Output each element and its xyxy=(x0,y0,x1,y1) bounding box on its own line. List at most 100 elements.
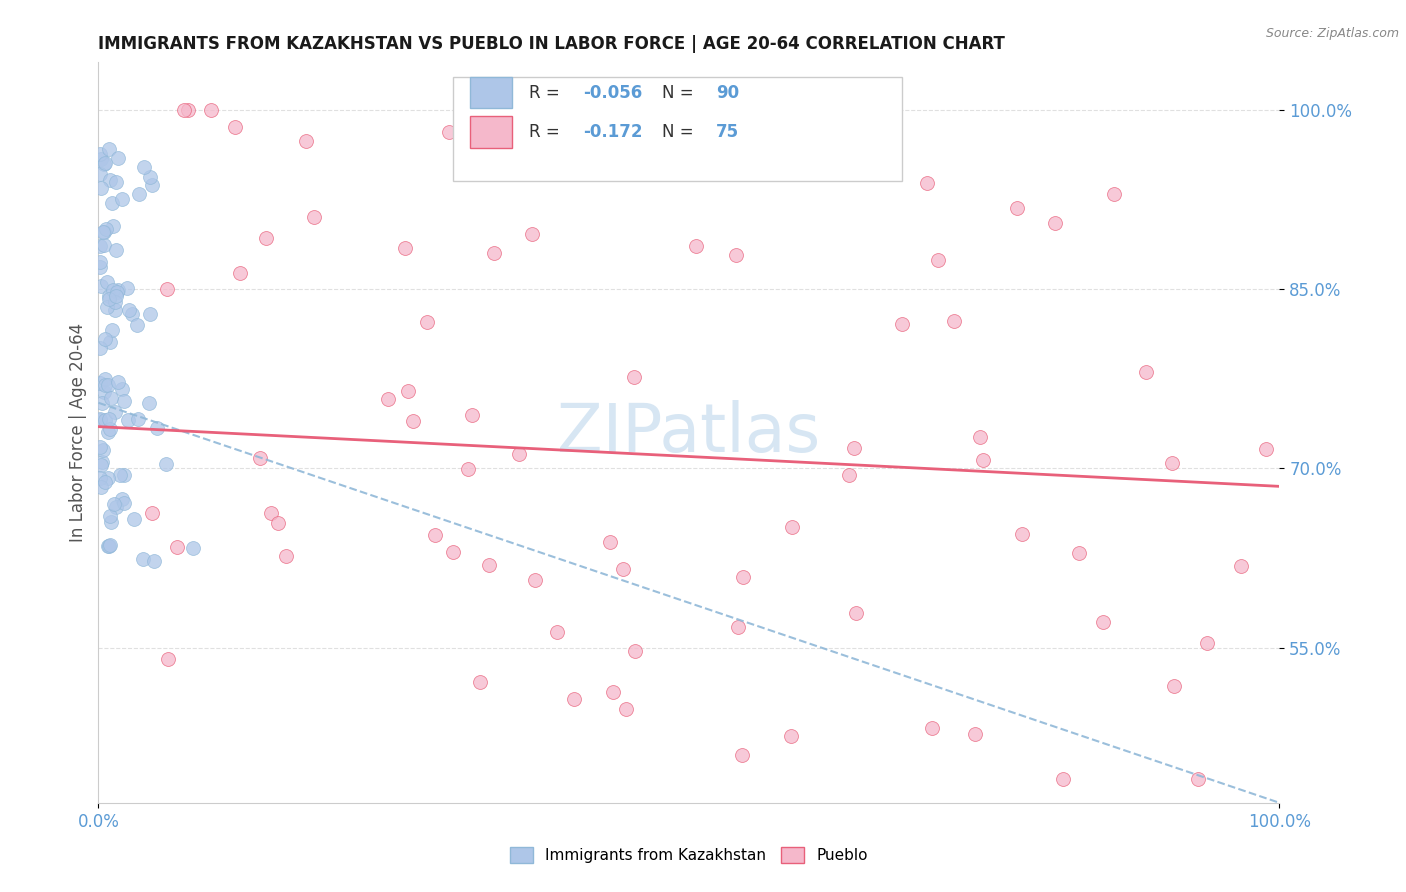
Point xyxy=(200,103,222,118)
Point xyxy=(94,222,117,236)
Point xyxy=(377,392,399,406)
Point xyxy=(98,538,121,552)
Point xyxy=(1005,201,1028,215)
Point xyxy=(437,125,460,139)
Point xyxy=(546,624,568,639)
Point xyxy=(100,391,122,405)
Point xyxy=(599,534,621,549)
Point xyxy=(1230,559,1253,574)
Point xyxy=(138,396,160,410)
Point xyxy=(90,152,112,166)
Point xyxy=(402,414,425,428)
Text: 90: 90 xyxy=(716,84,740,102)
Point xyxy=(138,307,160,321)
Point xyxy=(969,430,991,444)
Point xyxy=(1052,772,1074,786)
Point xyxy=(460,408,482,422)
Text: Source: ZipAtlas.com: Source: ZipAtlas.com xyxy=(1265,27,1399,40)
Point xyxy=(780,729,803,743)
Point xyxy=(90,396,112,410)
Point xyxy=(727,619,749,633)
Point xyxy=(94,475,117,489)
Point xyxy=(612,562,634,576)
Point xyxy=(972,453,994,467)
Text: ZIPatlas: ZIPatlas xyxy=(557,400,821,466)
Point xyxy=(96,300,118,314)
Point xyxy=(1160,457,1182,471)
Point xyxy=(111,491,134,506)
Point xyxy=(415,316,437,330)
Point xyxy=(89,254,111,268)
Point xyxy=(97,425,120,439)
Point xyxy=(478,558,501,573)
Point xyxy=(94,332,117,346)
Point xyxy=(90,181,112,195)
Point xyxy=(128,186,150,201)
Point xyxy=(176,103,198,118)
Text: -0.172: -0.172 xyxy=(582,123,643,141)
Point xyxy=(98,335,121,350)
Point xyxy=(157,652,180,666)
Point xyxy=(97,412,120,426)
Point xyxy=(112,468,135,483)
Point xyxy=(93,156,115,170)
Point xyxy=(138,169,160,184)
Point xyxy=(89,413,111,427)
Point xyxy=(562,692,585,706)
Point xyxy=(94,371,117,385)
Point xyxy=(98,142,121,156)
Point xyxy=(302,211,325,225)
Point xyxy=(93,226,115,240)
Point xyxy=(89,376,111,391)
Point xyxy=(468,674,491,689)
Point xyxy=(117,413,139,427)
Point xyxy=(145,421,167,435)
Point xyxy=(111,382,134,396)
Point xyxy=(602,685,624,699)
Point xyxy=(89,260,111,275)
Point xyxy=(484,245,506,260)
Point xyxy=(730,748,752,763)
Point xyxy=(141,507,163,521)
Point xyxy=(98,173,121,187)
Point xyxy=(97,378,120,392)
Point xyxy=(93,413,115,427)
Point xyxy=(104,500,127,515)
Text: N =: N = xyxy=(662,123,699,141)
Point xyxy=(624,644,647,658)
Point xyxy=(104,243,127,257)
Point xyxy=(731,570,754,584)
Point xyxy=(100,515,122,529)
Point xyxy=(181,541,204,555)
Point xyxy=(614,702,637,716)
Point xyxy=(267,516,290,531)
Point xyxy=(1067,546,1090,560)
Point xyxy=(1011,527,1033,541)
Point xyxy=(623,370,645,384)
Point xyxy=(97,292,120,306)
Point xyxy=(915,176,938,190)
Point xyxy=(921,721,943,735)
Point xyxy=(108,468,131,483)
Bar xyxy=(453,78,901,181)
Point xyxy=(96,275,118,289)
Bar xyxy=(471,78,512,108)
Text: N =: N = xyxy=(662,84,699,102)
Point xyxy=(107,376,129,390)
Point xyxy=(260,506,283,520)
Point xyxy=(394,241,416,255)
Point xyxy=(156,281,179,295)
Point xyxy=(890,317,912,331)
Point xyxy=(112,394,135,409)
Point xyxy=(1163,679,1185,693)
Point xyxy=(249,451,271,466)
Point xyxy=(838,468,860,483)
Text: IMMIGRANTS FROM KAZAKHSTAN VS PUEBLO IN LABOR FORCE | AGE 20-64 CORRELATION CHAR: IMMIGRANTS FROM KAZAKHSTAN VS PUEBLO IN … xyxy=(98,35,1005,53)
Point xyxy=(845,607,868,621)
Point xyxy=(101,195,124,210)
Text: 75: 75 xyxy=(716,123,740,141)
Point xyxy=(91,225,114,239)
Point xyxy=(107,151,129,165)
Text: R =: R = xyxy=(530,123,565,141)
Point xyxy=(89,412,111,426)
